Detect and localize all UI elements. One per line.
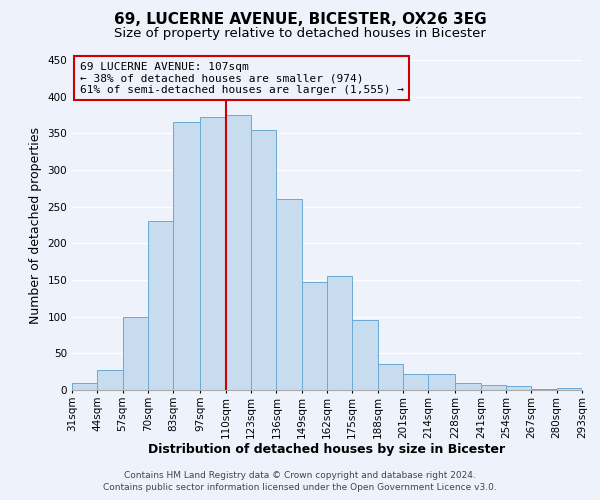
Bar (226, 115, 251, 390)
Bar (327, 276, 352, 390)
Text: 69, LUCERNE AVENUE, BICESTER, OX26 3EG: 69, LUCERNE AVENUE, BICESTER, OX26 3EG (113, 12, 487, 28)
X-axis label: Distribution of detached houses by size in Bicester: Distribution of detached houses by size … (148, 443, 506, 456)
Bar (532, 388, 557, 390)
Text: Size of property relative to detached houses in Bicester: Size of property relative to detached ho… (114, 28, 486, 40)
Bar (506, 386, 532, 390)
Bar (352, 320, 377, 390)
Bar (455, 382, 481, 390)
Bar (97, 370, 122, 390)
Bar (403, 374, 428, 390)
Text: 69 LUCERNE AVENUE: 107sqm
← 38% of detached houses are smaller (974)
61% of semi: 69 LUCERNE AVENUE: 107sqm ← 38% of detac… (80, 62, 404, 95)
Bar (428, 374, 455, 390)
Bar (557, 388, 582, 390)
Bar (251, 130, 277, 390)
Bar (148, 222, 173, 390)
Text: Contains HM Land Registry data © Crown copyright and database right 2024.
Contai: Contains HM Land Registry data © Crown c… (103, 471, 497, 492)
Bar (302, 282, 327, 390)
Bar (277, 200, 302, 390)
Bar (72, 382, 97, 390)
Bar (173, 122, 200, 390)
Y-axis label: Number of detached properties: Number of detached properties (29, 126, 42, 324)
Bar (200, 117, 226, 390)
Bar (481, 385, 506, 390)
Bar (122, 316, 148, 390)
Bar (377, 364, 403, 390)
